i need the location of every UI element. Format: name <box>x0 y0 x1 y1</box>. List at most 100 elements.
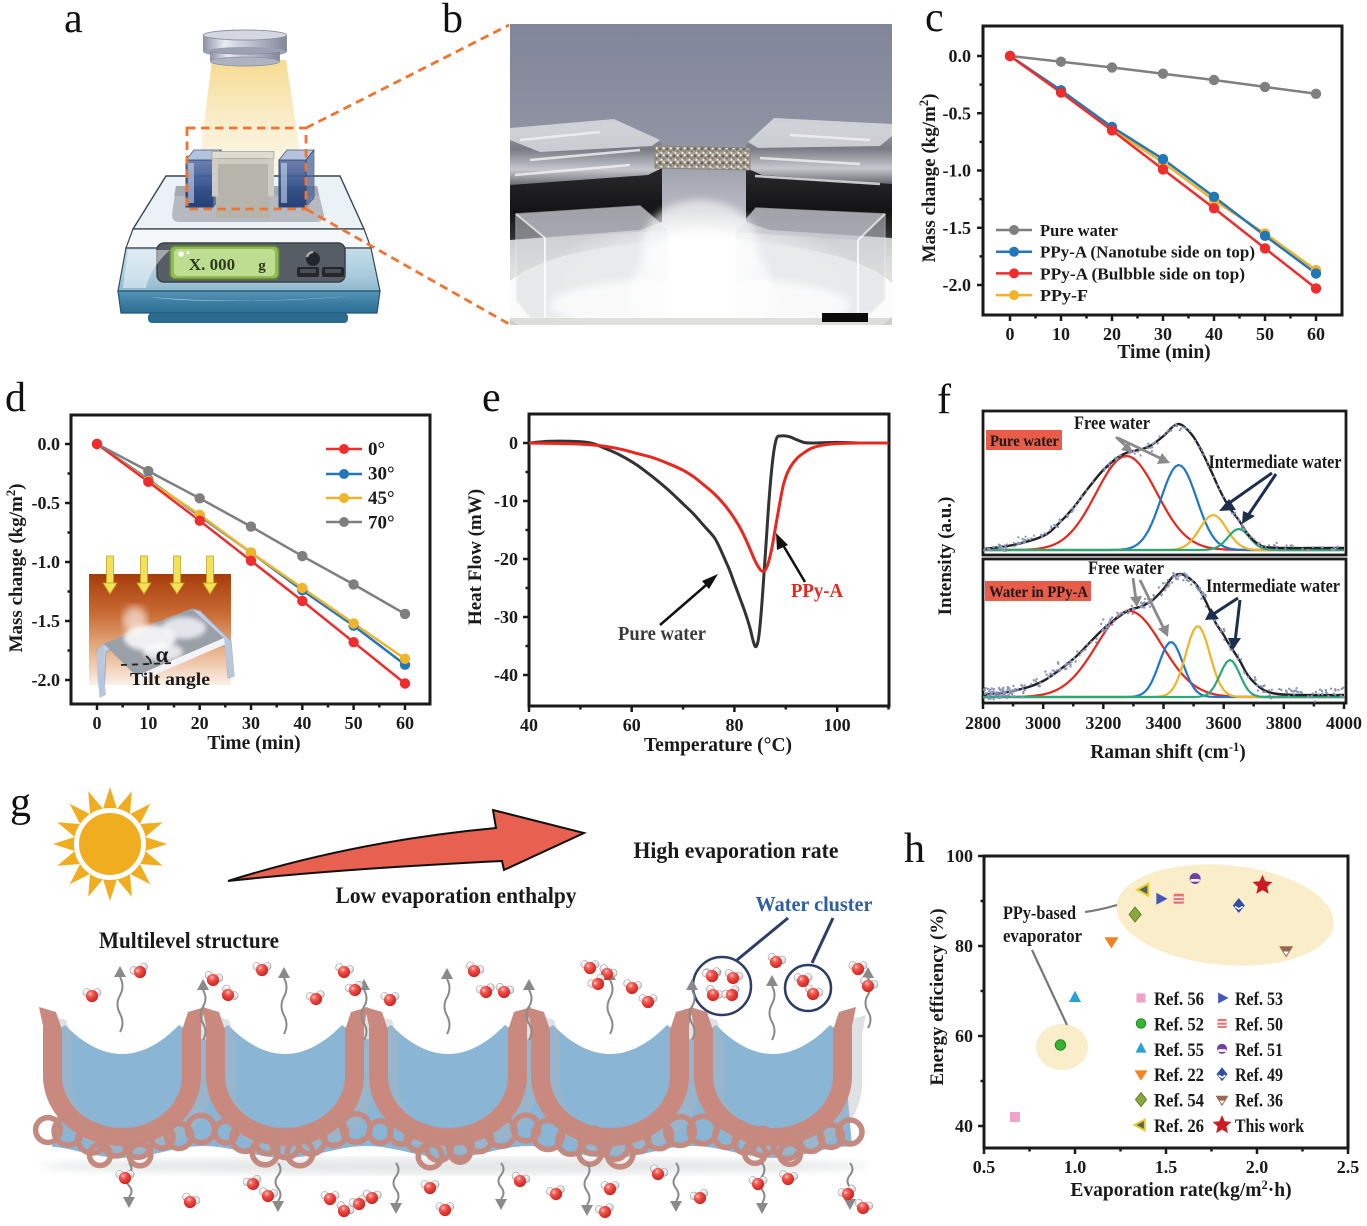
svg-text:0: 0 <box>1006 324 1015 344</box>
svg-text:45°: 45° <box>368 488 395 509</box>
svg-text:-40: -40 <box>494 665 518 685</box>
svg-text:Ref. 26: Ref. 26 <box>1154 1116 1204 1137</box>
svg-text:Temperature (°C): Temperature (°C) <box>644 735 792 756</box>
svg-text:g: g <box>10 780 31 826</box>
svg-text:Heat Flow (mW): Heat Flow (mW) <box>465 489 486 625</box>
svg-text:30: 30 <box>242 713 260 733</box>
svg-text:Intermediate water: Intermediate water <box>1206 576 1340 597</box>
svg-text:evaporator: evaporator <box>1003 926 1082 947</box>
svg-text:70°: 70° <box>368 513 395 534</box>
svg-text:X. 000: X. 000 <box>189 255 235 274</box>
svg-text:20: 20 <box>1103 324 1121 344</box>
svg-text:Time (min): Time (min) <box>207 733 300 754</box>
svg-text:PPy-A (Nanotube side on top): PPy-A (Nanotube side on top) <box>1040 243 1255 262</box>
svg-text:-20: -20 <box>494 549 518 569</box>
svg-text:Evaporation rate(kg/m2·h): Evaporation rate(kg/m2·h) <box>1070 1178 1291 1201</box>
svg-text:60: 60 <box>955 1026 973 1046</box>
svg-text:0.0: 0.0 <box>38 434 61 454</box>
svg-text:Low evaporation enthalpy: Low evaporation enthalpy <box>336 883 577 908</box>
svg-text:40: 40 <box>1205 324 1223 344</box>
svg-text:Mass change (kg/m2): Mass change (kg/m2) <box>4 484 27 653</box>
svg-text:Ref. 22: Ref. 22 <box>1154 1065 1204 1086</box>
svg-text:-30: -30 <box>494 607 518 627</box>
svg-text:c: c <box>925 0 944 41</box>
svg-text:Pure water: Pure water <box>618 623 706 645</box>
svg-text:3000: 3000 <box>1025 713 1061 733</box>
svg-text:PPy-A (Bulbble side on top): PPy-A (Bulbble side on top) <box>1040 264 1245 283</box>
svg-text:-1.0: -1.0 <box>32 552 61 572</box>
svg-text:Free water: Free water <box>1088 558 1164 579</box>
svg-text:Ref. 51: Ref. 51 <box>1235 1040 1283 1061</box>
svg-text:b: b <box>442 0 463 42</box>
svg-text:Mass change (kg/m2): Mass change (kg/m2) <box>917 94 940 263</box>
svg-text:Multilevel structure: Multilevel structure <box>99 928 279 953</box>
svg-text:-0.5: -0.5 <box>32 493 61 513</box>
svg-text:3400: 3400 <box>1145 713 1181 733</box>
svg-text:Free water: Free water <box>1074 413 1150 434</box>
svg-text:2.5: 2.5 <box>1337 1157 1360 1177</box>
svg-text:1.5: 1.5 <box>1155 1157 1178 1177</box>
svg-text:Ref. 56: Ref. 56 <box>1154 989 1204 1010</box>
svg-text:Time (min): Time (min) <box>1117 342 1210 363</box>
svg-text:40: 40 <box>520 715 538 735</box>
svg-text:Intermediate water: Intermediate water <box>1209 452 1342 473</box>
svg-text:Ref. 49: Ref. 49 <box>1235 1065 1283 1086</box>
svg-text:High evaporation rate: High evaporation rate <box>634 838 839 863</box>
svg-text:PPy-A: PPy-A <box>791 580 844 602</box>
svg-text:This work: This work <box>1235 1116 1304 1137</box>
svg-text:-2.0: -2.0 <box>943 275 972 295</box>
svg-text:Water cluster: Water cluster <box>756 892 873 916</box>
svg-text:Pure water: Pure water <box>1040 221 1118 240</box>
svg-text:Ref. 52: Ref. 52 <box>1154 1014 1204 1035</box>
svg-text:Ref. 53: Ref. 53 <box>1235 989 1283 1010</box>
svg-text:Ref. 54: Ref. 54 <box>1154 1091 1204 1112</box>
svg-text:2.0: 2.0 <box>1246 1157 1269 1177</box>
svg-text:f: f <box>937 377 951 423</box>
svg-text:-1.0: -1.0 <box>943 161 972 181</box>
svg-text:100: 100 <box>824 715 851 735</box>
svg-text:50: 50 <box>345 713 363 733</box>
svg-text:Ref. 55: Ref. 55 <box>1154 1040 1204 1061</box>
svg-text:100: 100 <box>946 846 973 866</box>
svg-text:-2.0: -2.0 <box>32 670 61 690</box>
svg-text:0°: 0° <box>368 439 385 460</box>
svg-text:e: e <box>482 375 501 421</box>
svg-text:10: 10 <box>1052 324 1070 344</box>
svg-text:20: 20 <box>191 713 209 733</box>
svg-text:Raman shift (cm-1): Raman shift (cm-1) <box>1090 740 1246 763</box>
svg-text:a: a <box>64 0 83 42</box>
svg-text:0.0: 0.0 <box>949 46 972 66</box>
svg-text:-0.5: -0.5 <box>943 103 972 123</box>
svg-text:d: d <box>5 375 26 421</box>
svg-text:40: 40 <box>955 1116 973 1136</box>
svg-text:30°: 30° <box>368 464 395 485</box>
svg-text:1.0: 1.0 <box>1064 1157 1087 1177</box>
svg-text:80: 80 <box>725 715 743 735</box>
svg-text:60: 60 <box>396 713 414 733</box>
svg-text:80: 80 <box>955 936 973 956</box>
svg-text:60: 60 <box>623 715 641 735</box>
svg-text:Ref. 50: Ref. 50 <box>1235 1014 1283 1035</box>
svg-text:α: α <box>156 642 169 667</box>
svg-text:3200: 3200 <box>1085 713 1121 733</box>
svg-text:Intensity (a.u.): Intensity (a.u.) <box>935 497 956 616</box>
svg-text:-1.5: -1.5 <box>943 218 972 238</box>
svg-text:4000: 4000 <box>1326 713 1362 733</box>
svg-text:g: g <box>258 258 266 274</box>
svg-text:3600: 3600 <box>1206 713 1242 733</box>
svg-text:PPy-F: PPy-F <box>1040 286 1088 305</box>
svg-text:60: 60 <box>1307 324 1325 344</box>
svg-text:10: 10 <box>139 713 157 733</box>
svg-text:PPy-based: PPy-based <box>1003 903 1076 924</box>
svg-text:3800: 3800 <box>1266 713 1302 733</box>
svg-text:Ref. 36: Ref. 36 <box>1235 1091 1283 1112</box>
svg-text:Pure water: Pure water <box>990 433 1059 450</box>
svg-text:0: 0 <box>93 713 102 733</box>
svg-text:40: 40 <box>293 713 311 733</box>
svg-text:50: 50 <box>1256 324 1274 344</box>
svg-text:30: 30 <box>1154 324 1172 344</box>
svg-text:-10: -10 <box>494 491 518 511</box>
svg-text:Tilt angle: Tilt angle <box>130 669 210 689</box>
svg-text:h: h <box>904 826 925 872</box>
svg-text:0: 0 <box>509 433 518 453</box>
